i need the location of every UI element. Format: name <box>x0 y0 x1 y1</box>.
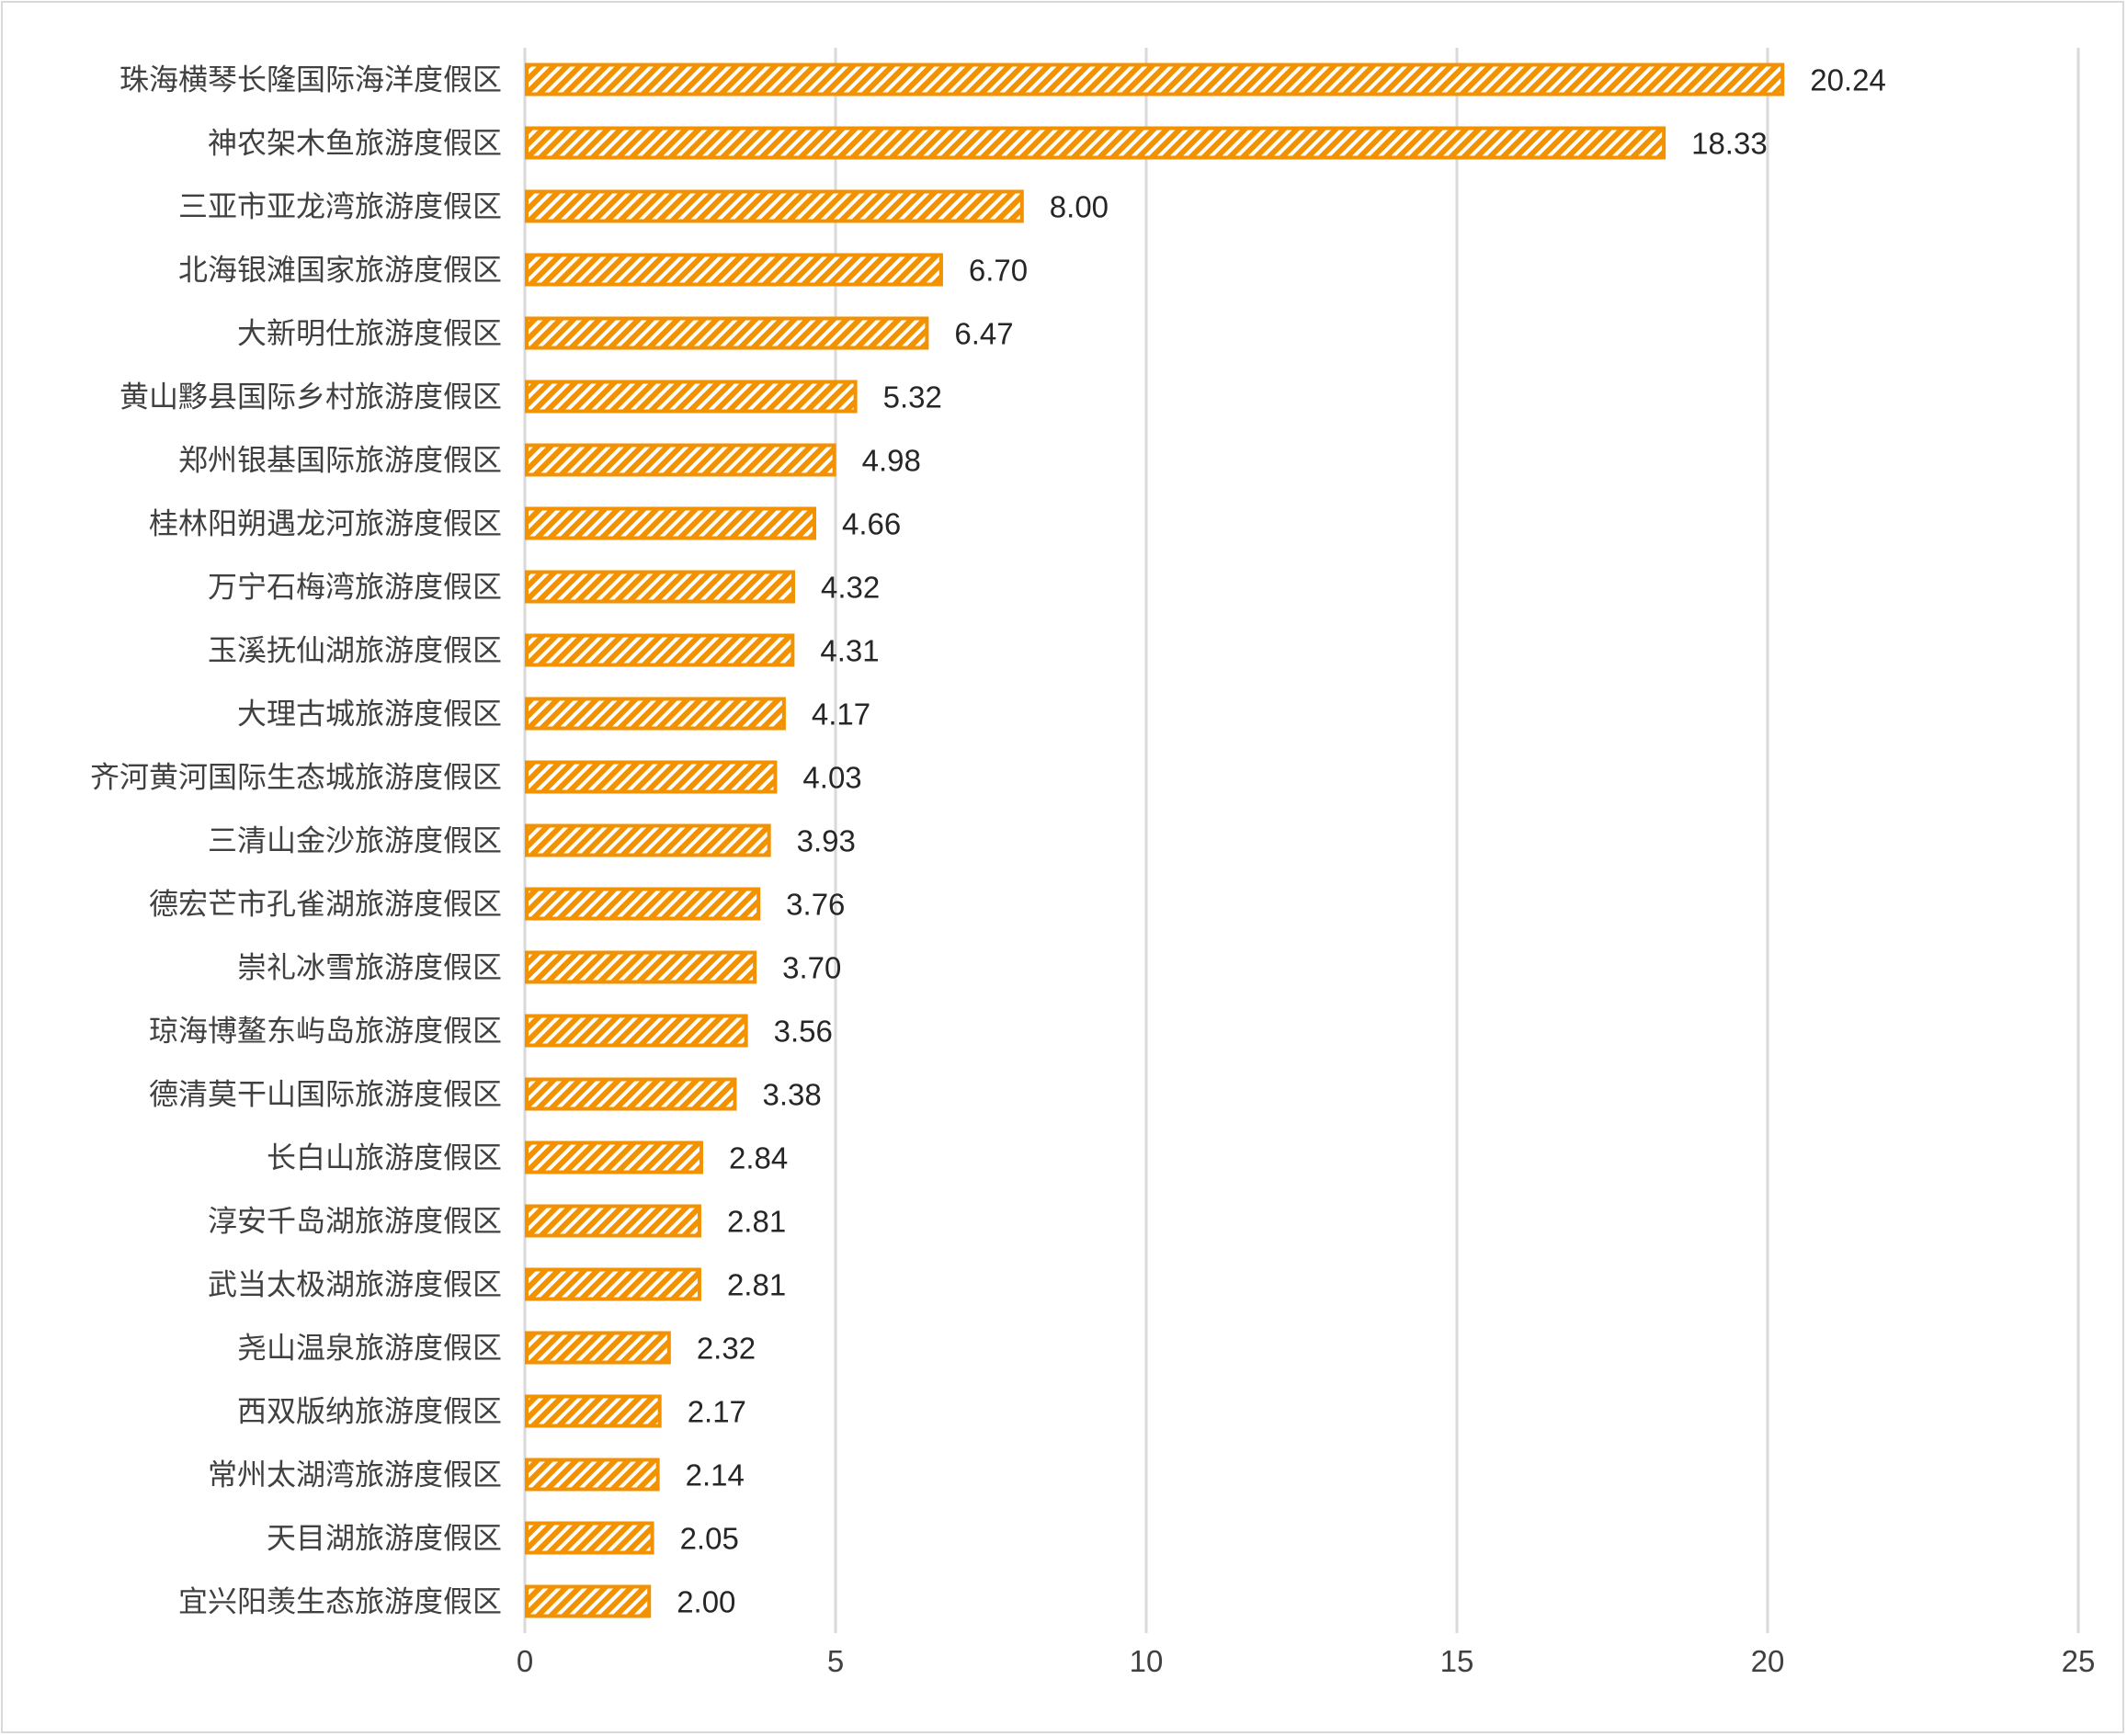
category-label: 宜兴阳羡生态旅游度假区 <box>178 1584 502 1619</box>
value-label: 4.17 <box>812 698 870 732</box>
category-label: 尧山温泉旅游度假区 <box>237 1331 502 1366</box>
category-label: 桂林阳朔遇龙河旅游度假区 <box>149 506 502 541</box>
value-label: 2.17 <box>688 1395 746 1429</box>
category-label: 淳安千岛湖旅游度假区 <box>208 1204 502 1239</box>
bar <box>525 887 761 921</box>
bar <box>525 1204 701 1238</box>
bar <box>525 316 929 350</box>
value-label: 5.32 <box>883 380 942 414</box>
category-label: 琼海博鳌东屿岛旅游度假区 <box>149 1014 502 1049</box>
category-label: 天目湖旅游度假区 <box>267 1521 502 1556</box>
bar <box>525 1140 703 1174</box>
bar <box>525 1014 748 1048</box>
bar <box>525 62 1785 96</box>
x-tick-label: 5 <box>827 1644 844 1678</box>
x-tick-label: 15 <box>1440 1644 1474 1678</box>
category-label: 万宁石梅湾旅游度假区 <box>208 570 502 605</box>
bar <box>525 1077 737 1111</box>
category-label: 西双版纳旅游度假区 <box>237 1394 502 1429</box>
bar <box>525 570 796 604</box>
value-label: 4.32 <box>821 571 880 605</box>
category-label: 三亚市亚龙湾旅游度假区 <box>178 189 502 224</box>
category-label: 武当太极湖旅游度假区 <box>208 1267 502 1302</box>
value-label: 4.98 <box>862 444 921 478</box>
bar <box>525 380 858 414</box>
value-label: 2.81 <box>727 1205 786 1239</box>
value-label: 3.70 <box>782 951 841 985</box>
value-label: 3.38 <box>762 1078 821 1112</box>
category-label: 神农架木鱼旅游度假区 <box>208 126 502 161</box>
bar <box>525 950 757 984</box>
value-label: 4.66 <box>842 507 901 541</box>
value-label: 4.03 <box>802 761 861 795</box>
value-label: 2.81 <box>727 1268 786 1302</box>
category-label: 黄山黟县国际乡村旅游度假区 <box>119 380 502 414</box>
value-label: 18.33 <box>1691 127 1768 161</box>
category-label: 玉溪抚仙湖旅游度假区 <box>208 633 502 668</box>
category-label: 郑州银基国际旅游度假区 <box>178 443 502 478</box>
bar <box>525 1584 652 1618</box>
bar <box>525 1267 701 1301</box>
category-label: 崇礼冰雪旅游度假区 <box>237 950 502 985</box>
x-tick-label: 20 <box>1751 1644 1785 1678</box>
category-label: 三清山金沙旅游度假区 <box>208 823 502 858</box>
bar <box>525 1331 671 1365</box>
value-label: 2.00 <box>677 1585 735 1619</box>
value-label: 8.00 <box>1050 190 1109 224</box>
x-tick-label: 0 <box>517 1644 533 1678</box>
value-label: 2.32 <box>697 1332 756 1366</box>
category-label: 常州太湖湾旅游度假区 <box>208 1458 502 1492</box>
value-label: 2.14 <box>686 1458 745 1492</box>
value-label: 6.47 <box>954 317 1013 351</box>
value-label: 6.70 <box>969 254 1028 288</box>
category-label: 珠海横琴长隆国际海洋度假区 <box>119 62 502 97</box>
x-tick-label: 10 <box>1130 1644 1164 1678</box>
bar <box>525 823 771 857</box>
value-label: 3.56 <box>774 1015 833 1049</box>
category-label: 齐河黄河国际生态城旅游度假区 <box>90 760 502 795</box>
bar <box>525 506 817 540</box>
bar <box>525 253 943 287</box>
value-label: 2.84 <box>729 1141 788 1175</box>
category-label: 大新明仕旅游度假区 <box>237 316 502 351</box>
value-label: 3.93 <box>797 824 856 858</box>
bar <box>525 1458 660 1492</box>
bar <box>525 1394 662 1428</box>
bar <box>525 633 795 667</box>
category-label: 德清莫干山国际旅游度假区 <box>149 1077 502 1112</box>
value-label: 4.31 <box>820 634 879 668</box>
value-label: 3.76 <box>786 888 845 922</box>
bar <box>525 126 1666 160</box>
bar <box>525 1521 654 1555</box>
bar <box>525 189 1024 223</box>
category-label: 长白山旅游度假区 <box>267 1140 502 1175</box>
category-label: 北海银滩国家旅游度假区 <box>178 253 502 288</box>
category-label: 德宏芒市孔雀湖旅游度假区 <box>149 887 502 922</box>
bar <box>525 443 836 477</box>
x-tick-label: 25 <box>2062 1644 2096 1678</box>
bar <box>525 760 778 794</box>
category-label: 大理古城旅游度假区 <box>237 697 502 732</box>
value-label: 2.05 <box>680 1522 739 1556</box>
bar <box>525 697 786 731</box>
value-label: 20.24 <box>1810 63 1886 97</box>
